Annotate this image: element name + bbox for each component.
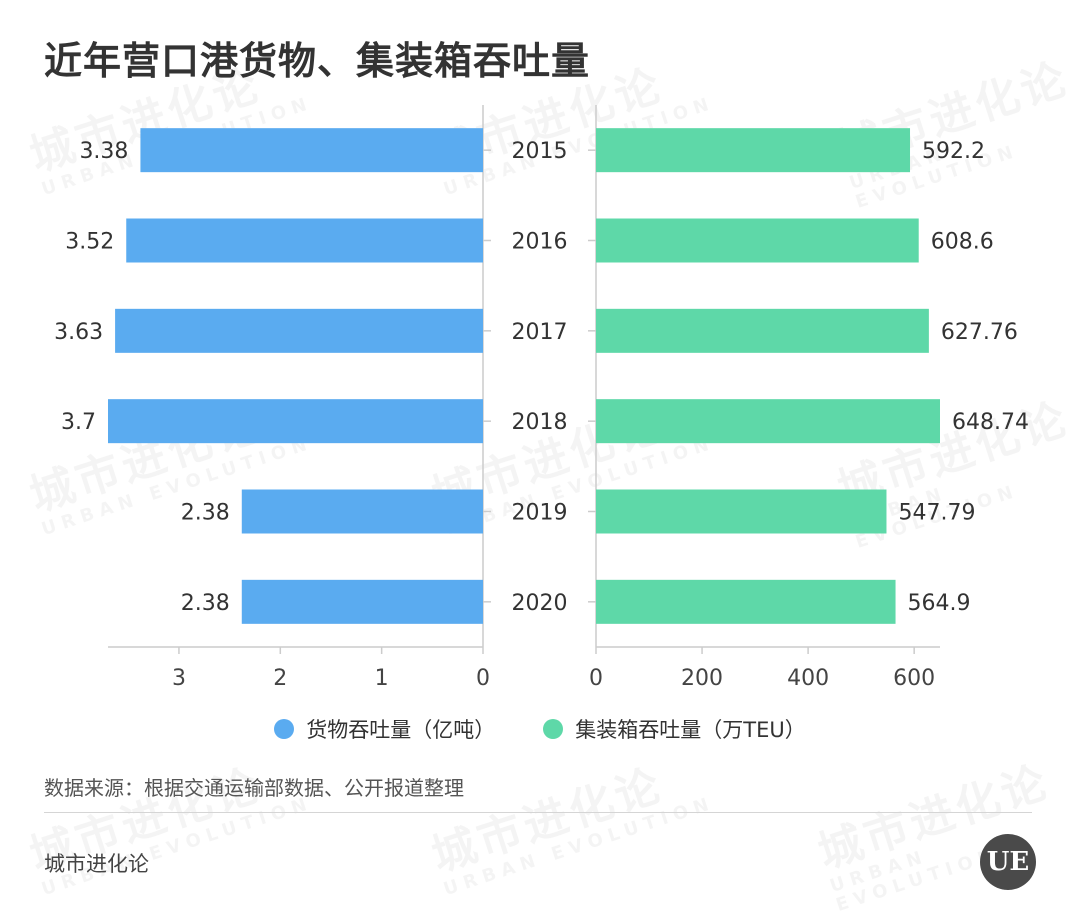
legend-label-cargo: 货物吞吐量（亿吨） [306, 714, 495, 744]
cargo-bar [108, 399, 483, 443]
brand-logo: UE [980, 834, 1036, 890]
cargo-data-label: 2.38 [181, 591, 230, 616]
container-bar [596, 219, 919, 263]
year-label: 2020 [512, 591, 568, 616]
legend-item-container[interactable]: 集装箱吞吐量（万TEU） [543, 714, 805, 744]
legend: 货物吞吐量（亿吨） 集装箱吞吐量（万TEU） [0, 714, 1080, 744]
cargo-data-label: 3.38 [79, 139, 128, 164]
legend-label-container: 集装箱吞吐量（万TEU） [575, 714, 805, 744]
left-value-tick-label: 2 [273, 666, 287, 691]
year-label: 2017 [512, 320, 568, 345]
container-bar [596, 399, 940, 443]
container-data-label: 547.79 [898, 501, 975, 526]
right-value-tick-label: 200 [681, 666, 723, 691]
container-bar [596, 490, 886, 534]
cargo-data-label: 3.63 [54, 320, 103, 345]
cargo-bar [126, 219, 483, 263]
right-value-tick-label: 0 [589, 666, 603, 691]
container-data-label: 627.76 [941, 320, 1018, 345]
legend-dot-container-icon [543, 719, 563, 739]
year-label: 2019 [512, 501, 568, 526]
left-value-tick-label: 3 [172, 666, 186, 691]
watermark: 城市进化论URBAN EVOLUTION [813, 752, 1080, 916]
cargo-bar [242, 490, 483, 534]
butterfly-bar-chart: 3.38 592.2 2015 3.52 608.6 2016 3.63 627.76 2017… [0, 0, 1080, 700]
container-data-label: 564.9 [908, 591, 971, 616]
container-bar [596, 309, 929, 353]
cargo-data-label: 3.7 [61, 410, 96, 435]
container-bar [596, 128, 910, 172]
year-label: 2018 [512, 410, 568, 435]
container-bar [596, 580, 896, 624]
left-value-tick-label: 1 [375, 666, 389, 691]
footer-divider [44, 812, 1032, 813]
year-label: 2015 [512, 139, 568, 164]
legend-item-cargo[interactable]: 货物吞吐量（亿吨） [274, 714, 495, 744]
watermark: 城市进化论URBAN EVOLUTION [426, 748, 717, 900]
container-data-label: 592.2 [922, 139, 985, 164]
container-data-label: 648.74 [952, 410, 1029, 435]
container-data-label: 608.6 [931, 230, 994, 255]
right-value-tick-label: 400 [787, 666, 829, 691]
year-label: 2016 [512, 230, 568, 255]
cargo-bar [242, 580, 483, 624]
left-value-tick-label: 0 [476, 666, 490, 691]
legend-dot-cargo-icon [274, 719, 294, 739]
cargo-bar [115, 309, 483, 353]
cargo-data-label: 3.52 [65, 230, 114, 255]
brand-name: 城市进化论 [44, 848, 149, 878]
data-source-note: 数据来源：根据交通运输部数据、公开报道整理 [44, 772, 464, 801]
cargo-bar [140, 128, 483, 172]
cargo-data-label: 2.38 [181, 501, 230, 526]
right-value-tick-label: 600 [893, 666, 935, 691]
